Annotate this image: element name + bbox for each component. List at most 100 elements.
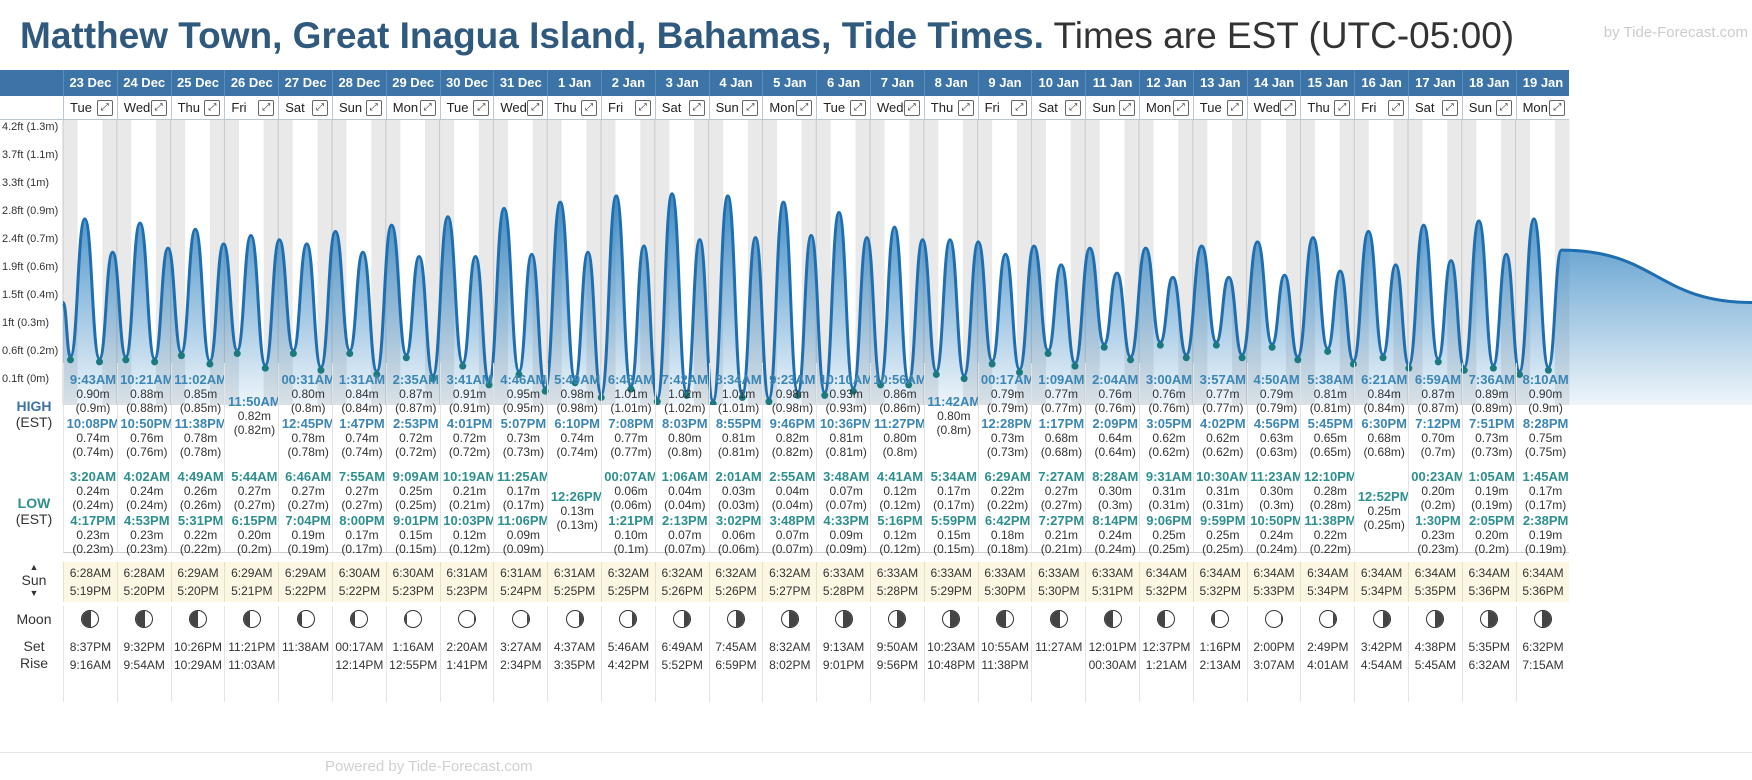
- moonrise-time: 6:59PM: [715, 658, 757, 672]
- high-tide-1: 2:35AM 0.87m (0.87m): [386, 373, 440, 416]
- high-tide-2-meters: 0.82m: [775, 431, 810, 445]
- tide-cell-bg: [1461, 363, 1516, 553]
- high-tide-1: 2:04AM 0.76m (0.76m): [1085, 373, 1139, 416]
- expand-icon[interactable]: ⤢: [365, 99, 382, 116]
- expand-icon[interactable]: ⤢: [419, 99, 436, 116]
- high-tide-2-paren: (0.72m): [395, 445, 437, 459]
- day-header: Sat ⤢: [278, 96, 332, 120]
- tide-cell-bg: [1192, 363, 1247, 553]
- date-header: 5 Jan: [762, 70, 817, 96]
- high-tide-1-time: 6:59AM: [1414, 372, 1462, 387]
- sunset-time: 5:30PM: [1038, 584, 1080, 598]
- moonset-time: 8:37PM: [69, 640, 112, 654]
- day-header: Wed ⤢: [116, 96, 171, 120]
- sunset-time: 5:32PM: [1145, 584, 1188, 598]
- high-tide-2-paren: (0.62m): [1202, 445, 1244, 459]
- high-tide-2-time: 8:03PM: [662, 416, 708, 431]
- tide-cell-bg: [224, 363, 279, 553]
- low-tide-2-time: 2:05PM: [1469, 513, 1515, 528]
- moonset-time: 3:27AM: [500, 640, 542, 654]
- high-tide-2-paren: (0.81m): [825, 445, 867, 459]
- sunset-time: 5:23PM: [392, 584, 434, 598]
- expand-icon[interactable]: ⤢: [96, 99, 113, 116]
- sunset-time: 5:26PM: [661, 584, 703, 598]
- date-header: 10 Jan: [1031, 70, 1086, 96]
- expand-icon[interactable]: ⤢: [634, 99, 651, 116]
- low-tide-2-paren: (0.12m): [879, 542, 921, 556]
- low-tide-2: 10:50PM 0.24m (0.24m): [1247, 514, 1300, 557]
- date-header: 24 Dec: [116, 70, 171, 96]
- low-tide-2-time: 4:17PM: [70, 513, 116, 528]
- expand-icon[interactable]: ⤢: [1011, 99, 1028, 116]
- low-tide-2-time: 4:53PM: [124, 513, 170, 528]
- expand-icon[interactable]: ⤢: [957, 99, 974, 116]
- weekday-label: Sun: [339, 100, 363, 115]
- high-tide-1-meters: 0.95m: [506, 387, 541, 401]
- moonset-time: 11:27AM: [1035, 640, 1083, 654]
- high-tide-1-time: 5:49AM: [554, 372, 601, 387]
- low-tide-1-time: 2:55AM: [769, 469, 816, 484]
- low-tide-point: [988, 360, 996, 368]
- sun-times: 6:34AM 5:36PM: [1461, 562, 1516, 602]
- low-tide-point: [932, 370, 940, 378]
- low-tide-1-time: 2:01AM: [715, 469, 762, 484]
- high-tide-2: 11:38PM 0.78m (0.78m): [171, 417, 225, 460]
- low-tide-2-meters: 0.12m: [883, 528, 917, 542]
- weekday-label: Mon: [769, 100, 795, 115]
- expand-icon[interactable]: ⤢: [796, 99, 813, 116]
- sun-times: 6:34AM 5:36PM: [1515, 562, 1570, 602]
- expand-icon[interactable]: ⤢: [1065, 99, 1082, 116]
- moonrise-time: 2:13AM: [1199, 658, 1241, 672]
- moonset-time: 9:32PM: [123, 640, 165, 654]
- expand-icon[interactable]: ⤢: [1495, 99, 1512, 116]
- high-tide-2-meters: 0.81m: [721, 431, 756, 445]
- expand-icon[interactable]: ⤢: [742, 99, 759, 116]
- expand-icon[interactable]: ⤢: [1387, 99, 1404, 116]
- high-tide-1: 1:31AM 0.84m (0.84m): [332, 373, 386, 416]
- expand-icon[interactable]: ⤢: [1226, 99, 1243, 116]
- low-tide-1-time: 7:27AM: [1038, 469, 1085, 484]
- moon-times: 10:55AM 11:38PM: [977, 606, 1032, 702]
- high-tide-2: 10:36PM 0.81m (0.81m): [816, 417, 870, 460]
- moon-times: 11:21PM 11:03AM: [224, 606, 278, 702]
- low-tide-point: [429, 375, 437, 383]
- moonrise-time: 3:35PM: [553, 658, 596, 672]
- expand-icon[interactable]: ⤢: [688, 99, 705, 116]
- expand-icon[interactable]: ⤢: [1441, 99, 1458, 116]
- expand-icon[interactable]: ⤢: [1172, 99, 1189, 116]
- high-tide-1-meters: 0.76m: [1152, 387, 1186, 401]
- high-tide-1-paren: (0.9m): [75, 401, 111, 415]
- moon-times: 8:32AM 8:02PM: [762, 606, 816, 702]
- low-tide-2-meters: 0.20m: [237, 528, 272, 542]
- expand-icon[interactable]: ⤢: [903, 99, 920, 116]
- high-tide-1: 11:50AM 0.82m (0.82m): [224, 395, 278, 438]
- high-tide-2-time: 10:50PM: [120, 416, 171, 431]
- low-tide-2-paren: (0.19m): [1524, 542, 1567, 556]
- page-title: Matthew Town, Great Inagua Island, Baham…: [20, 8, 1740, 64]
- sun-times: 6:34AM 5:35PM: [1408, 562, 1462, 602]
- expand-icon[interactable]: ⤢: [849, 99, 866, 116]
- expand-icon[interactable]: ⤢: [527, 99, 544, 116]
- expand-icon[interactable]: ⤢: [473, 99, 490, 116]
- low-tide-1-meters: 0.20m: [1421, 484, 1455, 498]
- expand-icon[interactable]: ⤢: [311, 99, 328, 116]
- expand-icon[interactable]: ⤢: [1549, 99, 1566, 116]
- high-tide-2-time: 10:08PM: [66, 416, 117, 431]
- date-header: 2 Jan: [601, 70, 655, 96]
- low-tide-1-paren: (0.13m): [556, 518, 598, 532]
- moon-phase-icon: [995, 610, 1014, 628]
- expand-icon[interactable]: ⤢: [580, 99, 597, 116]
- expand-icon[interactable]: ⤢: [1334, 99, 1351, 116]
- expand-icon[interactable]: ⤢: [1280, 99, 1297, 116]
- low-tide-2-time: 7:04PM: [285, 513, 331, 528]
- high-tide-2: 1:17PM 0.68m (0.68m): [1031, 417, 1085, 460]
- sunset-time: 5:29PM: [930, 584, 972, 598]
- high-tide-2: 9:46PM 0.82m (0.82m): [762, 417, 816, 460]
- low-tide-2-time: 9:01PM: [393, 513, 439, 528]
- day-header: Fri ⤢: [224, 96, 279, 120]
- moonrise-time: 1:21AM: [1145, 658, 1188, 672]
- expand-icon[interactable]: ⤢: [150, 99, 167, 116]
- expand-icon[interactable]: ⤢: [204, 99, 221, 116]
- expand-icon[interactable]: ⤢: [258, 99, 275, 116]
- expand-icon[interactable]: ⤢: [1118, 99, 1135, 116]
